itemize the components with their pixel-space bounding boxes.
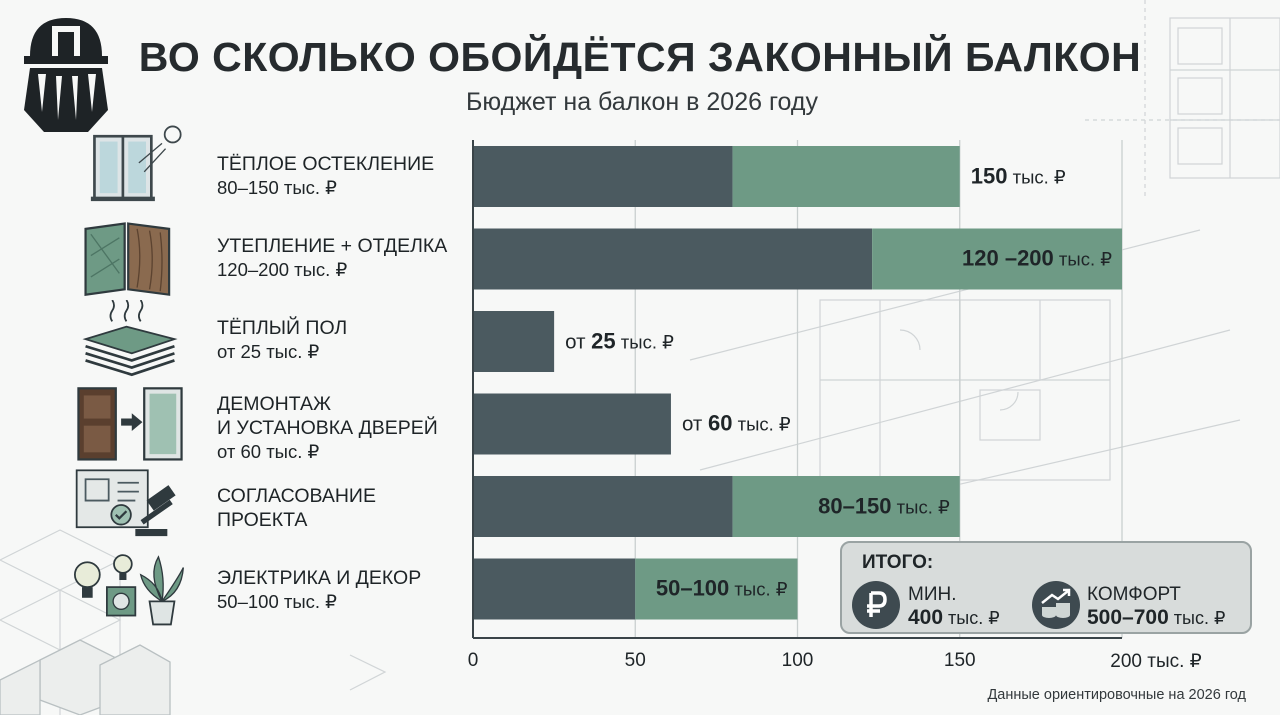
x-tick-label: 150 bbox=[943, 650, 976, 671]
category-range: 80–150 тыс. ₽ bbox=[217, 177, 337, 198]
category-range: от 25 тыс. ₽ bbox=[217, 341, 320, 362]
bar-segment-base bbox=[473, 558, 636, 620]
category-label: ЭЛЕКТРИКА И ДЕКОР 50–100 тыс. ₽ bbox=[217, 566, 421, 614]
bar-segment-base bbox=[473, 393, 671, 455]
min-value: 400 bbox=[908, 606, 944, 629]
category-name: ТЁПЛОЕ ОСТЕКЛЕНИЕ bbox=[217, 153, 435, 175]
data-label-value: 60 bbox=[707, 410, 733, 436]
min-label: МИН. bbox=[908, 584, 957, 605]
heated-floor-icon bbox=[82, 300, 178, 377]
data-label-unit: тыс. ₽ bbox=[1053, 248, 1112, 270]
totals-panel: ИТОГО: МИН. 400 тыс. ₽ КОМФОРТ 500–700 т… bbox=[840, 541, 1252, 634]
data-label-unit: тыс. ₽ bbox=[729, 578, 788, 600]
x-tick-label: 200 тыс. ₽ bbox=[1110, 651, 1202, 672]
data-label-unit: тыс. ₽ bbox=[615, 331, 674, 352]
data-label: 80–150 тыс. ₽ bbox=[818, 494, 950, 519]
bar-segment-extra bbox=[732, 146, 960, 207]
category-name: ТЁПЛЫЙ ПОЛ bbox=[217, 317, 348, 339]
data-label-unit: тыс. ₽ bbox=[1007, 166, 1066, 187]
x-tick-label: 0 bbox=[467, 650, 479, 671]
data-label-unit: тыс. ₽ bbox=[891, 496, 950, 517]
bar-segment-base bbox=[473, 476, 733, 537]
bar-segment-extra bbox=[732, 476, 960, 537]
data-label: 120 –200 тыс. ₽ bbox=[962, 245, 1112, 272]
totals-title: ИТОГО: bbox=[862, 552, 934, 573]
bar-segment-base bbox=[473, 146, 733, 207]
data-label-value: 120 –200 bbox=[962, 245, 1054, 271]
bar-segment-extra bbox=[872, 228, 1122, 290]
category-name: ДЕМОНТАЖ bbox=[217, 393, 331, 415]
door-icon bbox=[77, 387, 183, 461]
category-name: И УСТАНОВКА ДВЕРЕЙ bbox=[217, 417, 438, 439]
electric-decor-icon bbox=[74, 554, 184, 626]
data-label-value: 50–100 bbox=[655, 575, 730, 601]
x-tick-label: 50 bbox=[624, 650, 646, 671]
logo-icon bbox=[24, 18, 108, 132]
page-subtitle: Бюджет на балкон в 2026 году bbox=[466, 88, 818, 116]
category-name: ПРОЕКТА bbox=[217, 509, 308, 531]
ruble-icon bbox=[852, 581, 900, 629]
coins-growth-icon bbox=[1032, 581, 1080, 629]
data-label-value: 25 bbox=[591, 328, 616, 353]
category-label: УТЕПЛЕНИЕ + ОТДЕЛКА 120–200 тыс. ₽ bbox=[217, 234, 447, 282]
bar-segment-base bbox=[473, 311, 555, 372]
footnote: Данные ориентировочные на 2026 год bbox=[987, 687, 1246, 703]
comfort-unit: тыс. ₽ bbox=[1168, 608, 1226, 628]
data-label: от 25 тыс. ₽ bbox=[565, 329, 674, 354]
page-title: ВО СКОЛЬКО ОБОЙДЁТСЯ ЗАКОННЫЙ БАЛКОН bbox=[138, 34, 1142, 80]
data-label-value: 80–150 bbox=[818, 493, 892, 518]
category-label: СОГЛАСОВАНИЕ ПРОЕКТА bbox=[217, 484, 376, 532]
comfort-value: 500–700 bbox=[1087, 606, 1169, 629]
comfort-label: КОМФОРТ bbox=[1087, 584, 1181, 605]
category-label: ТЁПЛЫЙ ПОЛ от 25 тыс. ₽ bbox=[217, 316, 347, 364]
x-tick-label: 100 bbox=[781, 650, 814, 671]
category-range: 50–100 тыс. ₽ bbox=[217, 591, 337, 612]
data-label-value: 150 bbox=[970, 163, 1008, 188]
min-unit: тыс. ₽ bbox=[943, 608, 1000, 628]
data-label: 50–100 тыс. ₽ bbox=[655, 575, 788, 602]
bar-segment-extra bbox=[635, 558, 798, 620]
category-range: 120–200 тыс. ₽ bbox=[217, 259, 348, 280]
window-icon bbox=[90, 125, 182, 202]
data-label: 150 тыс. ₽ bbox=[971, 164, 1066, 189]
category-name: СОГЛАСОВАНИЕ bbox=[217, 485, 376, 507]
category-label: ДЕМОНТАЖ И УСТАНОВКА ДВЕРЕЙ от 60 тыс. ₽ bbox=[217, 392, 438, 464]
data-label-prefix: от bbox=[681, 412, 708, 436]
category-name: УТЕПЛЕНИЕ + ОТДЕЛКА bbox=[217, 235, 448, 257]
category-range: от 60 тыс. ₽ bbox=[217, 441, 320, 462]
data-label-prefix: от bbox=[565, 330, 592, 353]
approval-icon bbox=[75, 469, 176, 537]
category-label: ТЁПЛОЕ ОСТЕКЛЕНИЕ 80–150 тыс. ₽ bbox=[217, 152, 434, 200]
insulation-icon bbox=[84, 222, 171, 296]
data-label: от 60 тыс. ₽ bbox=[681, 410, 791, 437]
bar-segment-base bbox=[473, 228, 873, 290]
data-label-unit: тыс. ₽ bbox=[732, 413, 791, 435]
category-name: ЭЛЕКТРИКА И ДЕКОР bbox=[217, 567, 422, 589]
